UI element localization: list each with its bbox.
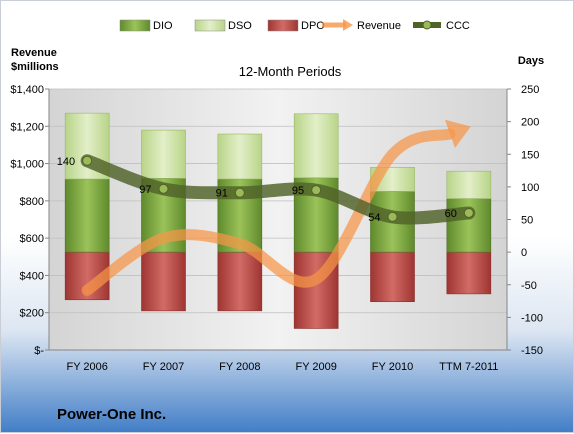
bar-dso <box>141 129 186 179</box>
category-label: TTM 7-2011 <box>439 361 498 373</box>
legend-label-dso: DSO <box>228 20 252 32</box>
legend: DIO DSO DPO Revenue CCC <box>119 19 470 32</box>
left-axis-label-line2: $millions <box>11 61 59 73</box>
left-tick-label: $800 <box>20 196 44 208</box>
right-tick-label: 50 <box>521 215 533 227</box>
legend-swatch-dpo <box>267 19 299 32</box>
legend-swatch-dso <box>194 19 226 32</box>
legend-marker-ccc <box>422 20 432 30</box>
left-tick-label: $600 <box>20 233 44 245</box>
ccc-data-label: 60 <box>445 208 457 220</box>
ccc-point <box>387 211 398 222</box>
revenue-line <box>81 128 456 296</box>
ccc-point <box>463 207 474 218</box>
category-label: FY 2008 <box>219 361 260 373</box>
right-tick-label: -150 <box>521 345 543 357</box>
right-tick-label: 100 <box>521 182 539 194</box>
right-tick-label: 150 <box>521 149 539 161</box>
right-tick-label: -100 <box>521 312 543 324</box>
bar-dpo <box>446 251 492 295</box>
bar-dso <box>293 113 339 179</box>
left-tick-label: $1,400 <box>10 84 44 96</box>
bar-dio <box>64 178 110 253</box>
ccc-point <box>234 187 245 198</box>
legend-label-dio: DIO <box>153 20 173 32</box>
left-tick-label: $1,200 <box>10 121 44 133</box>
right-tick-label: 0 <box>521 247 527 259</box>
right-tick-label: 250 <box>521 84 539 96</box>
bar-dpo <box>217 251 263 312</box>
legend-label-revenue: Revenue <box>357 20 401 32</box>
category-label: FY 2009 <box>295 361 336 373</box>
legend-swatch-dio <box>119 19 151 32</box>
left-tick-label: $200 <box>20 308 44 320</box>
legend-label-ccc: CCC <box>446 20 470 32</box>
chart-title: 12-Month Periods <box>239 64 342 79</box>
ccc-point <box>82 155 93 166</box>
ccc-point <box>158 183 169 194</box>
company-name: Power-One Inc. <box>57 406 166 423</box>
ccc-point <box>311 185 322 196</box>
ccc-data-label: 95 <box>292 185 304 197</box>
right-tick-label: -50 <box>521 280 537 292</box>
legend-label-dpo: DPO <box>301 20 325 32</box>
legend-arrowhead-revenue <box>343 19 353 31</box>
right-axis-label: Days <box>518 55 544 67</box>
category-label: FY 2006 <box>66 361 107 373</box>
right-tick-label: 200 <box>521 117 539 129</box>
ccc-data-label: 91 <box>216 188 228 200</box>
left-tick-label: $400 <box>20 270 44 282</box>
left-tick-label: $1,000 <box>10 159 44 171</box>
category-label: FY 2007 <box>143 361 184 373</box>
category-label: FY 2010 <box>372 361 413 373</box>
bar-dso <box>446 170 492 199</box>
bar-dpo <box>370 251 415 303</box>
ccc-data-label: 97 <box>139 184 151 196</box>
bar-dpo <box>141 251 186 312</box>
revenue-arrowhead <box>444 119 471 149</box>
bar-dso <box>217 133 263 180</box>
ccc-data-label: 54 <box>368 212 380 224</box>
left-tick-label: $- <box>34 345 44 357</box>
ccc-data-label: 140 <box>57 156 75 168</box>
left-axis-label-line1: Revenue <box>11 47 57 59</box>
